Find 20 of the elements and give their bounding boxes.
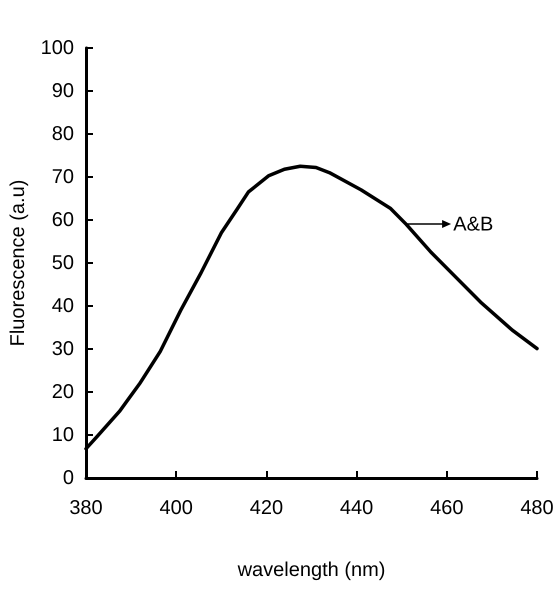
y-tick-label: 70 [52,166,74,188]
annotation: A&B [453,213,494,236]
y-tick-label: 80 [52,123,74,145]
y-tick-label: 0 [62,467,74,489]
x-axis-title: wavelength (nm) [236,559,386,581]
x-tick-label: 380 [69,497,103,519]
x-tick-label: 400 [160,497,193,519]
y-tick-label: 50 [52,252,74,274]
y-tick-label: 20 [52,381,74,403]
x-tick-label: 480 [520,497,554,519]
y-axis-title: Fluorescence (a.u) [7,180,29,346]
y-tick-label: 100 [40,37,74,59]
y-tick-label: 60 [52,209,74,231]
y-tick-label: 10 [52,424,74,446]
y-tick-label: 90 [52,80,74,102]
y-tick-label: 40 [52,295,74,317]
y-tick-label: 30 [52,338,74,360]
x-tick-label: 420 [250,497,284,519]
x-tick-label: 460 [430,497,464,519]
x-tick-label: 440 [340,497,374,519]
